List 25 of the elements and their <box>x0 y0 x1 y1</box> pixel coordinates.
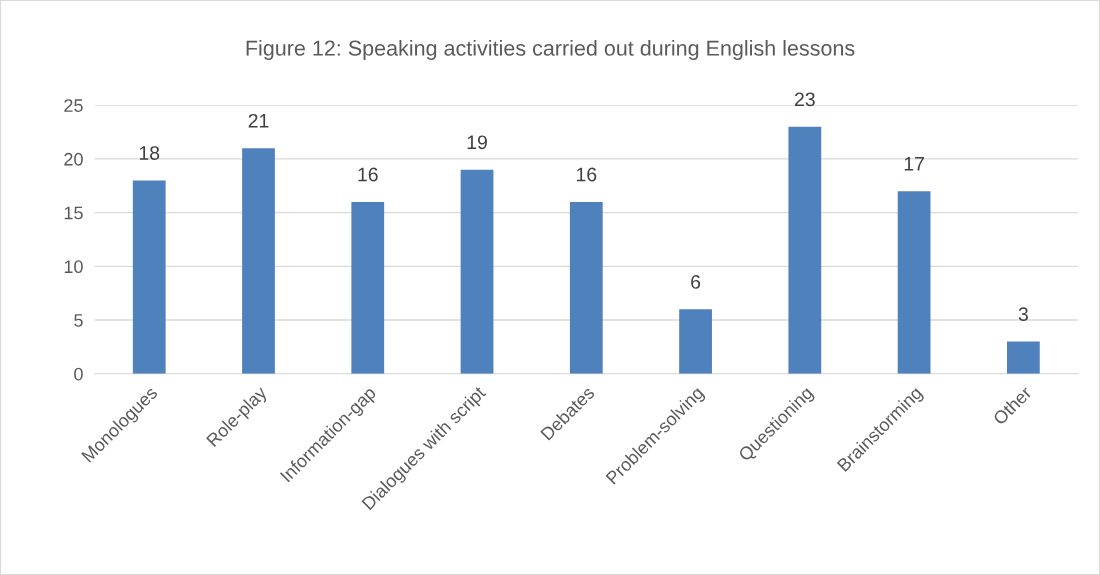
bar <box>351 201 385 374</box>
y-tick-label: 15 <box>64 206 83 220</box>
bar <box>897 191 931 374</box>
data-label: 17 <box>904 157 924 171</box>
data-label: 19 <box>467 135 487 150</box>
bar <box>569 201 603 374</box>
data-label: 16 <box>576 167 597 182</box>
data-label: 18 <box>139 146 160 160</box>
bar <box>788 126 822 374</box>
data-label: 6 <box>691 275 701 289</box>
bar <box>460 169 494 374</box>
bar <box>679 309 712 374</box>
y-tick-label: 0 <box>74 367 83 381</box>
chart-title: Figure 12: Speaking activities carried out during English lessons <box>246 39 855 61</box>
y-tick-label: 10 <box>64 260 83 274</box>
data-label: 16 <box>358 167 378 182</box>
data-label: 3 <box>1018 307 1028 322</box>
bar <box>242 148 275 374</box>
bar <box>132 180 166 374</box>
data-label: 21 <box>248 113 269 128</box>
y-tick-label: 20 <box>64 152 83 166</box>
y-tick-label: 5 <box>74 314 83 327</box>
data-label: 23 <box>795 92 815 107</box>
y-tick-label: 25 <box>64 99 83 112</box>
bar <box>1006 341 1040 374</box>
